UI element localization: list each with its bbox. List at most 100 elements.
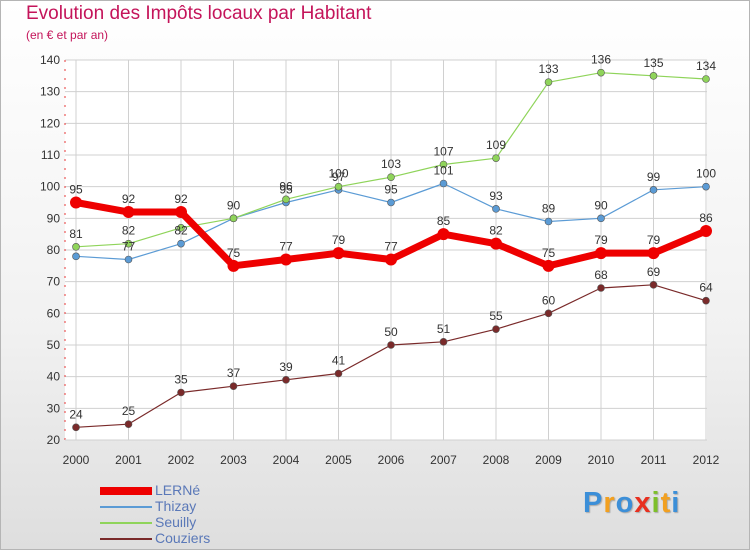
data-label: 25: [122, 404, 136, 418]
x-tick-label: 2003: [220, 453, 247, 467]
data-point-seuilly: [334, 182, 343, 191]
data-point-couziers: [439, 338, 448, 346]
data-point-lerné: [70, 196, 82, 209]
x-tick-label: 2011: [641, 453, 667, 467]
data-label: 109: [486, 138, 506, 152]
data-point-couziers: [177, 388, 185, 397]
y-tick-label: 80: [47, 243, 61, 257]
y-tick-label: 20: [47, 433, 61, 447]
data-point-lerné: [227, 259, 240, 272]
logo-letter: i: [671, 487, 681, 519]
data-point-couziers: [544, 309, 553, 318]
y-tick-label: 60: [47, 306, 61, 320]
data-point-seuilly: [439, 160, 448, 169]
logo-letter: i: [651, 487, 661, 519]
data-label: 95: [69, 183, 83, 197]
data-label: 69: [647, 265, 661, 279]
data-label: 39: [279, 360, 293, 374]
data-label: 100: [328, 167, 348, 181]
data-label: 24: [69, 407, 83, 421]
data-label: 99: [647, 170, 661, 184]
data-label: 41: [332, 354, 346, 368]
y-tick-label: 130: [40, 85, 60, 99]
data-point-couziers: [72, 423, 80, 432]
legend-label: LERNé: [155, 482, 201, 498]
logo-letter: x: [634, 487, 652, 519]
data-label: 55: [489, 309, 503, 323]
data-point-lerné: [385, 253, 397, 266]
data-label: 51: [437, 322, 451, 336]
data-point-seuilly: [282, 195, 290, 204]
data-point-seuilly: [72, 243, 80, 251]
x-tick-label: 2012: [693, 453, 720, 467]
chart-legend: LERNé Thizay Seuilly Couziers: [100, 482, 300, 547]
y-tick-label: 90: [47, 211, 61, 225]
data-label: 96: [279, 179, 293, 193]
data-point-thizay: [597, 214, 605, 223]
data-point-couziers: [124, 420, 133, 428]
logo-letter: o: [615, 487, 635, 519]
data-label: 92: [122, 192, 136, 206]
data-label: 75: [542, 246, 556, 260]
data-label: 37: [227, 366, 241, 380]
x-tick-label: 2000: [63, 453, 90, 467]
data-label: 135: [643, 56, 663, 70]
data-label: 75: [227, 246, 241, 260]
data-point-lerné: [122, 206, 135, 218]
data-point-lerné: [437, 228, 450, 241]
y-tick-label: 30: [47, 401, 61, 415]
data-label: 93: [489, 189, 503, 203]
data-point-couziers: [649, 281, 658, 289]
data-label: 79: [332, 233, 346, 247]
y-tick-label: 110: [41, 148, 60, 162]
data-point-couziers: [282, 376, 290, 384]
x-tick-label: 2008: [483, 453, 510, 467]
chart-subtitle: (en € et par an): [26, 28, 109, 42]
data-label: 79: [647, 233, 661, 247]
legend-label: Couziers: [155, 530, 211, 546]
legend-item-lerné: LERNé: [100, 482, 300, 499]
data-label: 85: [437, 214, 451, 228]
data-label: 82: [122, 224, 136, 238]
data-label: 64: [699, 281, 713, 295]
data-point-seuilly: [597, 68, 605, 77]
data-label: 77: [122, 240, 136, 254]
data-point-lerné: [542, 259, 555, 272]
data-point-thizay: [124, 255, 133, 264]
data-label: 133: [538, 62, 558, 76]
data-label: 101: [433, 164, 453, 178]
data-point-thizay: [492, 205, 500, 213]
legend-label: Thizay: [155, 498, 197, 514]
x-tick-label: 2010: [588, 453, 615, 467]
data-point-seuilly: [124, 239, 133, 248]
data-label: 68: [594, 268, 608, 282]
x-tick-label: 2002: [168, 453, 195, 467]
legend-swatch: [100, 506, 152, 508]
data-point-couziers: [597, 284, 605, 292]
data-label: 77: [279, 240, 293, 254]
data-label: 107: [433, 145, 453, 159]
y-tick-label: 140: [40, 53, 60, 67]
chart-title: Evolution des Impôts locaux par Habitant: [26, 3, 372, 24]
data-label: 50: [384, 325, 398, 339]
data-point-lerné: [647, 247, 660, 260]
data-point-seuilly: [649, 72, 658, 80]
data-point-couziers: [334, 369, 343, 378]
data-point-couziers: [492, 325, 500, 333]
data-label: 77: [384, 240, 398, 254]
logo-letter: r: [603, 487, 616, 519]
x-tick-label: 2009: [535, 453, 562, 467]
data-label: 103: [381, 157, 401, 171]
data-point-lerné: [490, 237, 502, 250]
x-tick-label: 2004: [273, 453, 300, 467]
data-point-seuilly: [702, 75, 710, 83]
proxiti-logo: Proxiti: [583, 487, 680, 520]
data-label: 82: [489, 224, 503, 238]
data-point-lerné: [175, 206, 187, 218]
data-label: 136: [591, 53, 611, 67]
data-label: 92: [174, 192, 188, 206]
data-point-thizay: [72, 252, 80, 261]
data-point-couziers: [229, 382, 238, 390]
data-label: 95: [279, 183, 293, 197]
